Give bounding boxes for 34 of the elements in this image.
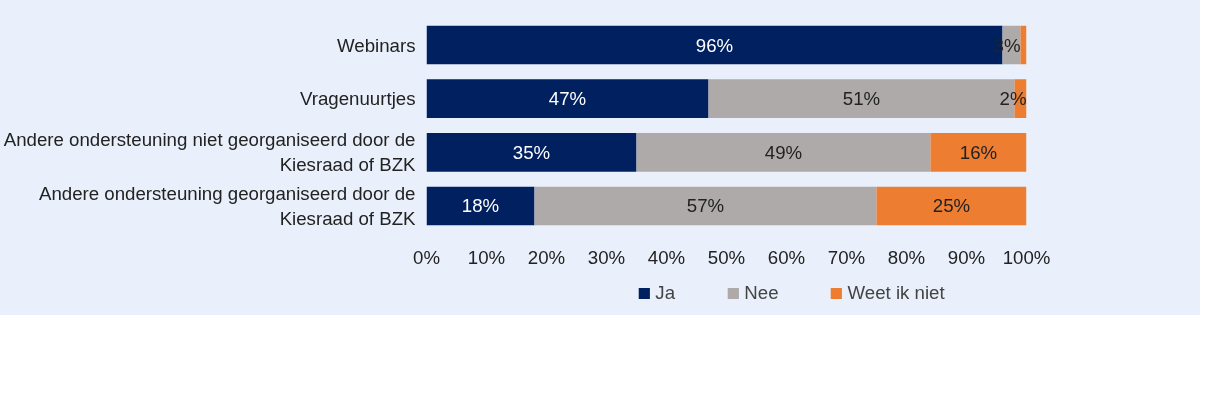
x-tick-label: 80% [887, 246, 926, 268]
data-label: 51% [842, 88, 881, 110]
x-tick-label: 10% [467, 246, 506, 268]
data-label: 96% [695, 34, 734, 56]
legend-label: Nee [744, 281, 779, 304]
bar [534, 186, 877, 226]
x-tick-label: 100% [1002, 246, 1051, 268]
x-tick-label: 0% [413, 246, 440, 268]
bar [876, 186, 1027, 226]
x-tick-label: 20% [527, 246, 566, 268]
x-tick-label: 90% [947, 246, 986, 268]
legend-label: Ja [655, 281, 676, 304]
y-tick-label: Andere ondersteuning georganiseerd door de Kiesraad of BZK [38, 182, 417, 230]
data-label: 49% [764, 141, 803, 163]
bar [636, 133, 931, 172]
bar [426, 186, 535, 226]
data-label: 35% [512, 141, 551, 163]
data-label: 57% [686, 195, 725, 217]
y-tick-label: Andere ondersteuning niet georganiseerd door de Kiesraad of BZK [3, 129, 417, 176]
data-label: 47% [548, 88, 587, 110]
x-tick-label: 60% [767, 246, 806, 268]
x-tick-label: 30% [587, 246, 626, 268]
bar [426, 133, 637, 172]
bar [930, 133, 1027, 172]
legend-label: Weet ik niet [847, 281, 945, 304]
x-tick-label: 40% [647, 246, 686, 268]
data-label: 18% [461, 195, 500, 217]
x-tick-label: 50% [707, 246, 746, 268]
data-label: 16% [959, 141, 998, 163]
bar [426, 79, 709, 118]
y-tick-label: Webinars [337, 34, 416, 56]
y-tick-label: Vragenuurtjes [300, 88, 416, 110]
data-label: 25% [932, 195, 971, 217]
x-tick-label: 70% [827, 246, 866, 268]
